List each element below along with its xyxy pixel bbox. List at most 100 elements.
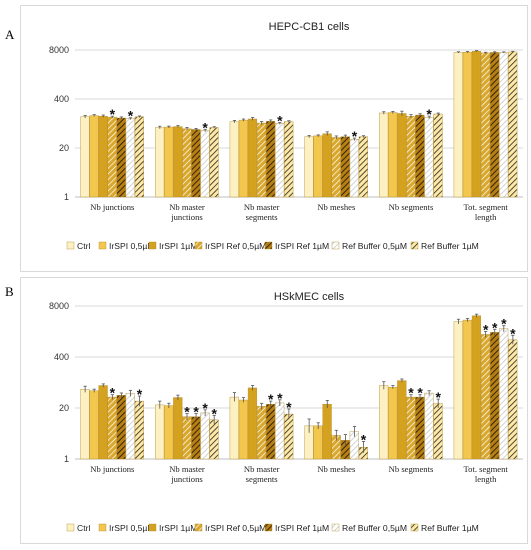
legend-label: Ctrl <box>77 523 90 533</box>
bar <box>453 52 463 198</box>
category-label: Nb meshes <box>317 464 356 474</box>
bar <box>247 118 258 198</box>
bar <box>200 130 210 198</box>
bar <box>453 321 463 460</box>
significance-star: * <box>417 385 423 401</box>
bar <box>256 122 267 198</box>
bar <box>508 339 518 460</box>
significance-star: * <box>352 128 358 144</box>
legend-label: Ctrl <box>77 241 90 251</box>
bar <box>155 404 165 460</box>
significance-star: * <box>184 404 190 420</box>
legend-swatch <box>331 241 340 250</box>
legend-swatch <box>264 523 273 532</box>
bar <box>98 385 108 460</box>
category-label: Nb master junctions <box>169 202 205 222</box>
bar <box>238 399 248 460</box>
legend-label: IrSPI Ref 0,5µM <box>205 241 266 251</box>
bar <box>471 51 482 198</box>
bar <box>238 119 248 198</box>
category-label: Nb junctions <box>90 202 135 212</box>
bar <box>209 419 219 460</box>
bar <box>200 412 210 460</box>
y-tick-label: 1 <box>64 454 69 464</box>
bar <box>471 315 482 460</box>
y-tick-label: 1 <box>64 192 69 202</box>
bar <box>80 116 90 198</box>
category-label: Nb master segments <box>244 464 280 484</box>
bar <box>182 128 192 198</box>
significance-star: * <box>268 391 274 407</box>
bar <box>379 112 389 198</box>
significance-star: * <box>361 431 367 447</box>
bar <box>331 137 341 198</box>
bar <box>275 402 285 460</box>
category-label: Nb master junctions <box>169 464 205 484</box>
bar <box>89 115 99 198</box>
legend-label: IrSPI Ref 0,5µM <box>205 523 266 533</box>
bar <box>462 51 472 198</box>
bar <box>256 406 267 460</box>
bar <box>499 52 509 198</box>
legend-swatch <box>66 523 75 532</box>
bar <box>424 117 434 198</box>
bar <box>322 133 332 198</box>
bar <box>462 319 472 460</box>
significance-star: * <box>193 404 199 420</box>
y-tick-label: 400 <box>54 352 69 362</box>
category-label: Tot. segment length <box>464 202 509 222</box>
category-label: Tot. segment length <box>464 464 509 484</box>
legend-swatch <box>98 241 107 250</box>
category-label: Nb master segments <box>244 202 280 222</box>
significance-star: * <box>211 405 217 421</box>
bar <box>247 387 258 460</box>
bar <box>116 395 126 460</box>
bar <box>107 396 117 460</box>
bar <box>415 114 425 198</box>
bar <box>275 123 285 198</box>
legend-label: Ref Buffer 0,5µM <box>342 241 407 251</box>
bar <box>508 51 518 198</box>
significance-star: * <box>202 400 208 416</box>
bar <box>397 380 407 460</box>
bar <box>265 404 276 460</box>
chart-b-svg: HSkMEC cells 1 20 400 8000 Nb junctions Nb mas… <box>49 291 523 533</box>
bar <box>191 129 201 198</box>
significance-star: * <box>286 399 292 415</box>
bar <box>80 389 90 460</box>
bar <box>182 416 192 460</box>
bar <box>388 386 398 460</box>
bar <box>265 121 276 198</box>
bar <box>191 416 201 460</box>
legend-swatch <box>148 241 157 250</box>
legend-swatch <box>98 523 107 532</box>
category-label: Nb junctions <box>90 464 135 474</box>
panel-letter-b: B <box>5 284 14 299</box>
bar <box>379 385 389 460</box>
significance-star: * <box>202 119 208 135</box>
bar <box>424 392 434 460</box>
bar <box>358 136 368 198</box>
legend-swatch <box>148 523 157 532</box>
bar <box>125 393 135 460</box>
significance-star: * <box>277 390 283 406</box>
y-tick-label: 400 <box>54 94 69 104</box>
legend-label: IrSPI 1µM <box>159 241 197 251</box>
bar <box>173 126 183 198</box>
y-tick-label: 20 <box>59 143 69 153</box>
bar <box>480 52 491 198</box>
bar <box>134 400 144 460</box>
bar <box>406 115 416 198</box>
legend-swatch <box>264 241 273 250</box>
bar <box>107 116 117 198</box>
legend-label: IrSPI 0,5µM <box>109 241 155 251</box>
bar <box>173 397 183 460</box>
significance-star: * <box>137 386 143 402</box>
significance-star: * <box>501 316 507 332</box>
bar <box>313 135 323 198</box>
category-label: Nb segments <box>389 464 434 474</box>
bar <box>480 334 491 460</box>
bar <box>415 396 425 460</box>
legend-label: IrSPI 1µM <box>159 523 197 533</box>
bar <box>284 413 294 460</box>
